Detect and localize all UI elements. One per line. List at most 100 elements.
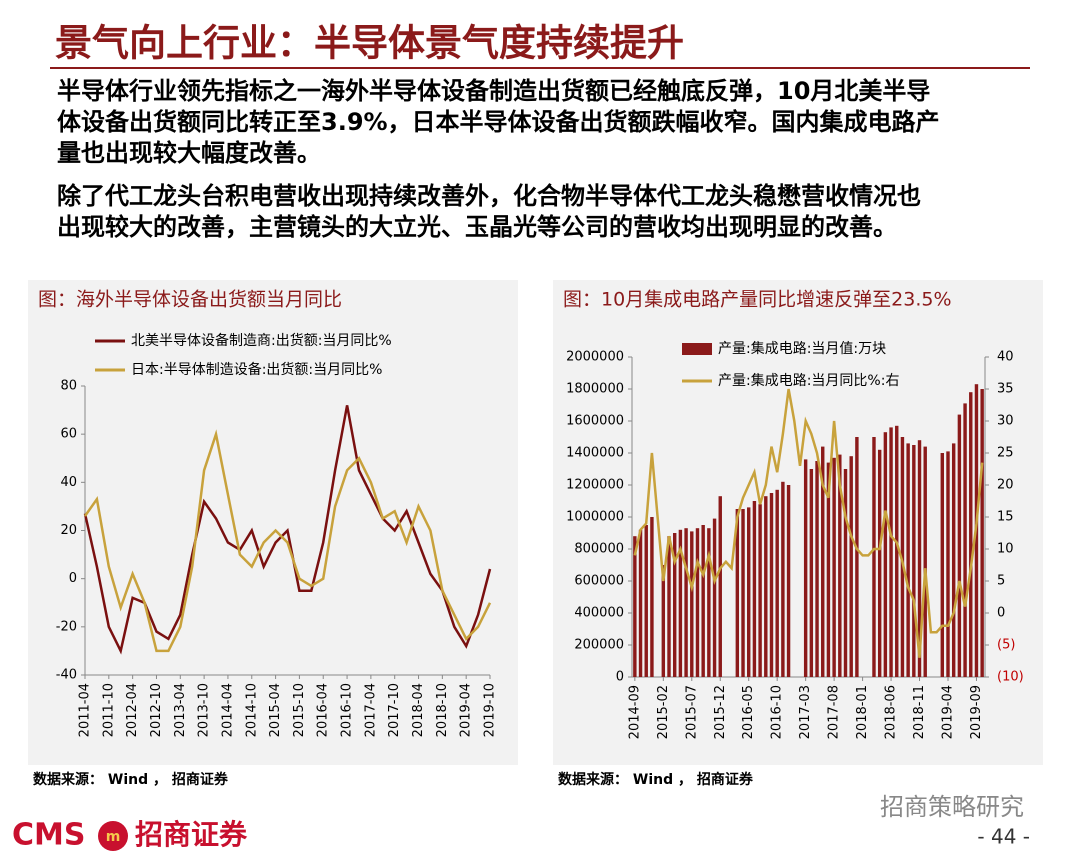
x-tick-label: 2011-04 <box>78 683 93 737</box>
bar <box>946 451 950 677</box>
y2-tick-label: 30 <box>997 414 1014 429</box>
y-tick-label: 20 <box>60 523 77 538</box>
y-tick-label: 60 <box>60 427 77 442</box>
y2-tick-label: 25 <box>997 446 1014 461</box>
y2-tick-label: 0 <box>997 606 1005 621</box>
x-tick-label: 2015-10 <box>292 683 307 737</box>
x-tick-label: 2019-04 <box>940 685 955 739</box>
bar <box>889 427 893 677</box>
x-tick-label: 2012-04 <box>125 683 140 737</box>
legend-label: 北美半导体设备制造商:出货额:当月同比% <box>131 332 392 349</box>
bar <box>843 469 848 677</box>
x-tick-label: 2016-05 <box>741 685 756 739</box>
bar <box>769 493 774 677</box>
x-tick-label: 2016-10 <box>770 685 785 739</box>
bar <box>906 443 910 677</box>
x-tick-label: 2019-04 <box>459 683 474 737</box>
bar <box>775 489 779 677</box>
series-line <box>83 429 492 653</box>
bar <box>781 481 785 677</box>
bar <box>667 536 671 677</box>
bar <box>712 518 717 677</box>
bar <box>872 437 876 677</box>
bar <box>912 445 916 677</box>
bar <box>963 403 967 677</box>
bar <box>849 456 853 677</box>
y2-tick-label: (5) <box>997 638 1015 653</box>
legend-swatch <box>682 343 712 355</box>
bar <box>633 536 637 677</box>
x-tick-label: 2016-04 <box>316 683 331 737</box>
x-tick-label: 2012-10 <box>149 683 164 737</box>
paragraph-line: 量也出现较大幅度改善。 <box>57 139 321 167</box>
y2-tick-label: (10) <box>997 670 1024 685</box>
bar <box>826 462 831 677</box>
x-tick-label: 2016-10 <box>340 683 355 737</box>
x-tick-label: 2017-08 <box>827 685 842 739</box>
x-tick-label: 2019-10 <box>483 683 498 737</box>
bar <box>764 496 768 677</box>
x-tick-label: 2015-12 <box>713 685 728 739</box>
paragraph-line: 除了代工龙头台积电营收出现持续改善外，化合物半导体代工龙头稳懋营收情况也 <box>57 182 921 210</box>
bar <box>940 453 945 677</box>
paragraph-line: 出现较大的改善，主营镜头的大立光、玉晶光等公司的营收均出现明显的改善。 <box>57 213 897 241</box>
bar <box>855 437 859 677</box>
x-tick-label: 2013-04 <box>173 683 188 737</box>
y-tick-label: -20 <box>56 619 77 634</box>
company: 招商证券 <box>135 818 248 851</box>
bar <box>951 443 956 677</box>
chart-panel <box>28 280 518 765</box>
x-tick-label: 2011-10 <box>101 683 116 737</box>
legend-label: 产量:集成电路:当月同比%:右 <box>718 372 899 389</box>
bar <box>661 565 666 677</box>
y-tick-label: 400000 <box>574 606 624 621</box>
bar <box>969 392 973 677</box>
x-tick-label: 2018-06 <box>884 685 899 739</box>
series-line <box>633 388 984 658</box>
logo-mark: m <box>106 829 121 845</box>
paragraph-line: 体设备出货额同比转正至3.9%，日本半导体设备出货额跌幅收窄。国内集成电路产 <box>57 108 940 136</box>
y2-tick-label: 20 <box>997 478 1014 493</box>
bar <box>883 432 888 677</box>
y2-tick-label: 10 <box>997 542 1014 557</box>
bar <box>678 529 683 677</box>
y-tick-label: 40 <box>60 475 77 490</box>
watermark: 招商策略研究 <box>880 793 1024 821</box>
y-tick-label: 1200000 <box>566 478 624 493</box>
bar <box>650 517 654 677</box>
x-tick-label: 2015-02 <box>656 685 671 739</box>
series-line <box>83 405 492 655</box>
bar <box>644 525 648 677</box>
y-tick-label: 600000 <box>574 574 624 589</box>
page-title: 景气向上行业：半导体景气度持续提升 <box>55 22 684 65</box>
bar <box>809 469 814 677</box>
x-tick-label: 2014-10 <box>244 683 259 737</box>
y-tick-label: -40 <box>56 668 77 683</box>
chart-title: 图：10月集成电路产量同比增速反弹至23.5% <box>563 289 952 311</box>
bar <box>758 504 762 677</box>
bar <box>786 485 791 677</box>
chart-source: 数据来源： Wind ， 招商证券 <box>33 771 229 788</box>
x-tick-label: 2015-07 <box>684 685 699 739</box>
bar <box>877 449 882 677</box>
bar <box>752 501 757 677</box>
y2-tick-label: 40 <box>997 350 1014 365</box>
bar <box>690 531 694 677</box>
legend-label: 日本:半导体制造设备:出货额:当月同比% <box>131 361 382 378</box>
y-tick-label: 0 <box>616 670 624 685</box>
bar <box>900 437 905 677</box>
x-tick-label: 2014-09 <box>627 685 642 739</box>
x-tick-label: 2013-10 <box>197 683 212 737</box>
bar <box>718 496 722 677</box>
y-tick-label: 1400000 <box>566 446 624 461</box>
x-tick-label: 2017-04 <box>363 683 378 737</box>
chart-panel <box>553 280 1043 765</box>
bar <box>735 509 740 677</box>
x-tick-label: 2014-04 <box>220 683 235 737</box>
bar <box>895 425 899 677</box>
bar <box>741 509 745 677</box>
y-tick-label: 2000000 <box>566 350 624 365</box>
x-tick-label: 2018-10 <box>435 683 450 737</box>
bar <box>672 533 677 677</box>
